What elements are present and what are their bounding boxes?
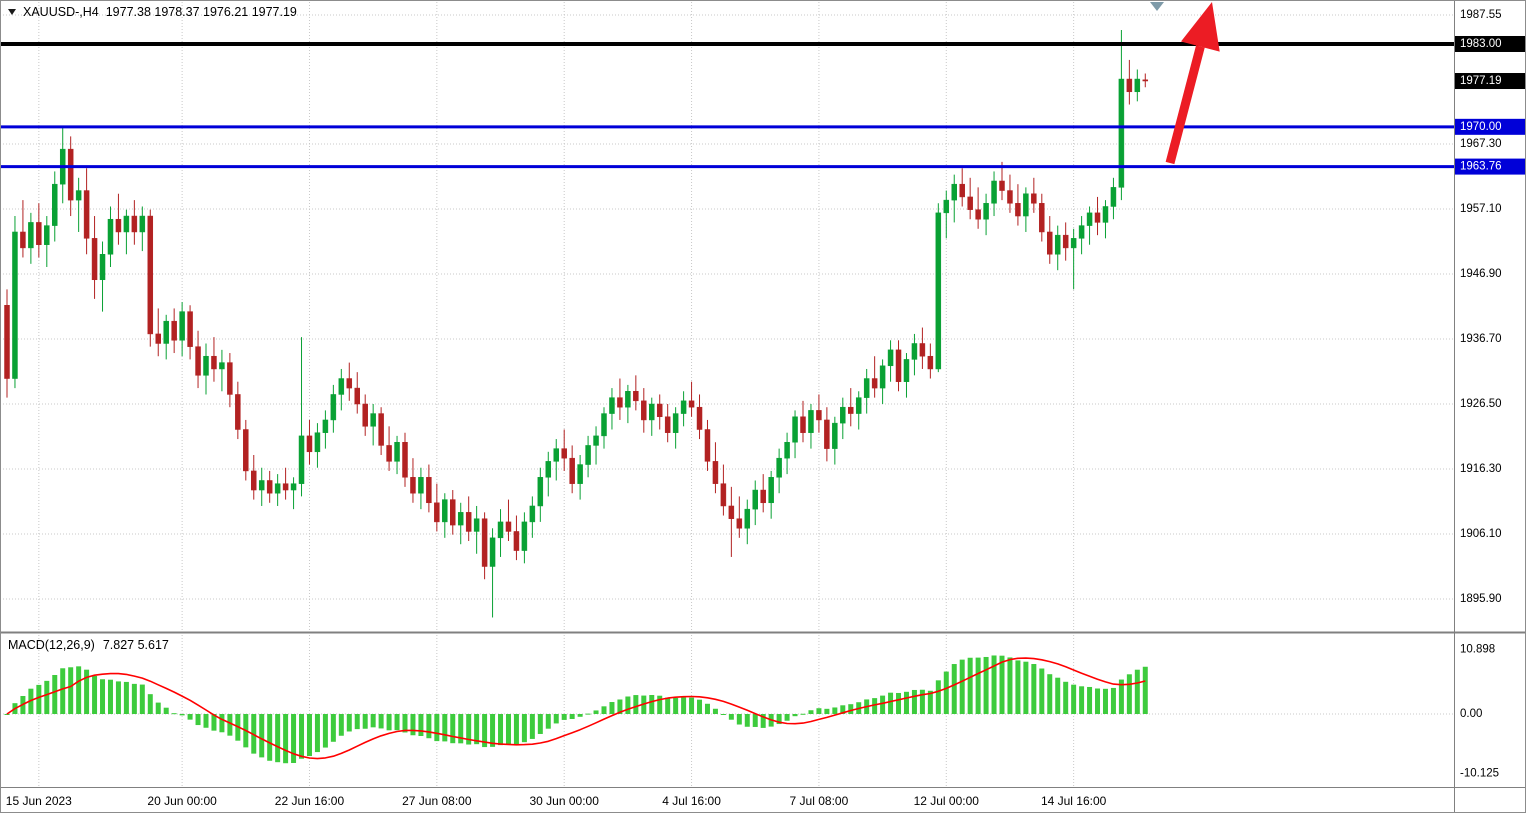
price-level-badge (1455, 158, 1525, 175)
symbol-period-label: XAUUSD-,H4 (23, 5, 99, 19)
price-level-badge (1455, 118, 1525, 135)
chart-shift-marker-icon[interactable] (1150, 2, 1164, 11)
bullish-arrow-annotation[interactable] (1165, 2, 1220, 165)
symbol-header: XAUUSD-,H4 1977.38 1978.37 1976.21 1977.… (8, 5, 297, 19)
grid-layer (0, 2, 1454, 787)
price-tick-label: 1987.55 (1460, 9, 1502, 21)
macd-tick-label: 10.898 (1460, 644, 1495, 656)
macd-name: MACD(12,26,9) (8, 638, 95, 652)
time-tick-label: 27 Jun 08:00 (402, 794, 472, 808)
ohlc-values: 1977.38 1978.37 1976.21 1977.19 (105, 5, 297, 19)
price-tick-label: 1916.30 (1460, 463, 1502, 475)
time-tick-label: 30 Jun 00:00 (529, 794, 599, 808)
price-scale[interactable]: 1987.55 1983.00 1977.19 1970.00 1967.30 1963.… (1455, 0, 1526, 813)
current-price-badge (1455, 73, 1525, 90)
price-tick-label: 1895.90 (1460, 593, 1502, 605)
time-tick-label: 22 Jun 16:00 (275, 794, 345, 808)
macd-tick-label: -10.125 (1460, 768, 1499, 780)
price-tick-label: 1983.00 (1460, 38, 1502, 50)
time-tick-label: 4 Jul 16:00 (662, 794, 721, 808)
price-tick-label: 1957.10 (1460, 203, 1502, 215)
price-tick-label: 1946.90 (1460, 268, 1502, 280)
price-tick-label: 1970.00 (1460, 121, 1502, 133)
time-tick-label: 14 Jul 16:00 (1041, 794, 1107, 808)
macd-histogram (4, 655, 1148, 764)
macd-values: 7.827 5.617 (102, 638, 169, 652)
time-scale[interactable]: 15 Jun 2023 20 Jun 00:00 22 Jun 16:00 27 Ju… (6, 794, 1107, 808)
time-tick-label: 20 Jun 00:00 (147, 794, 217, 808)
price-tick-label: 1936.70 (1460, 333, 1502, 345)
price-tick-label: 1963.76 (1460, 161, 1502, 173)
price-tick-label: 1977.19 (1460, 75, 1502, 87)
time-tick-label: 7 Jul 08:00 (790, 794, 849, 808)
macd-signal-line (6, 657, 1146, 760)
price-tick-label: 1967.30 (1460, 138, 1502, 150)
price-tick-label: 1926.50 (1460, 398, 1502, 410)
time-tick-label: 15 Jun 2023 (6, 794, 72, 808)
macd-tick-label: 0.00 (1460, 708, 1482, 720)
macd-indicator-label: MACD(12,26,9) 7.827 5.617 (8, 638, 169, 652)
collapse-panel-icon[interactable] (8, 9, 16, 15)
candles-layer (4, 29, 1149, 618)
price-level-badge (1455, 35, 1525, 52)
price-tick-label: 1906.10 (1460, 528, 1502, 540)
time-tick-label: 12 Jul 00:00 (914, 794, 980, 808)
